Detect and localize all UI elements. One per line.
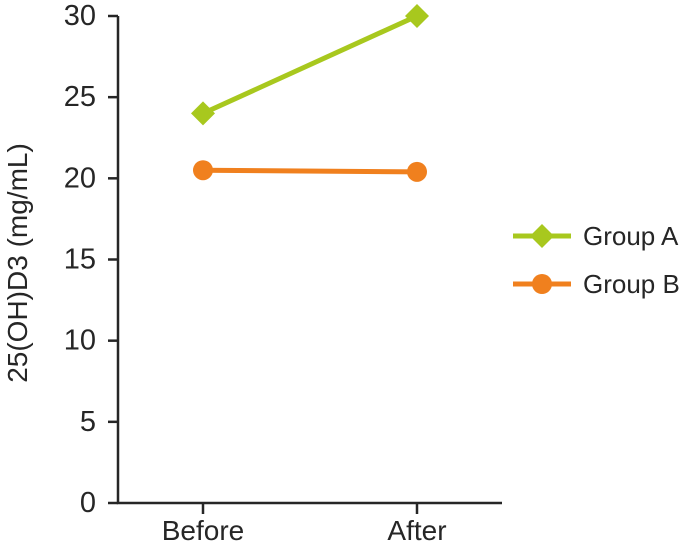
y-tick-label: 10 xyxy=(64,325,96,357)
legend-label: Group B xyxy=(583,269,680,299)
legend: Group A Group B xyxy=(513,221,680,299)
x-category-label: After xyxy=(387,515,446,546)
y-tick-label: 30 xyxy=(64,0,96,32)
legend-item-group-a: Group A xyxy=(513,221,679,251)
series-group-a-diamond-marker xyxy=(191,101,215,126)
legend-item-group-b: Group B xyxy=(513,269,680,299)
y-tick-label: 0 xyxy=(80,487,96,519)
legend-diamond-marker xyxy=(530,224,554,248)
y-tick-label: 5 xyxy=(80,406,96,438)
data-series xyxy=(191,4,429,182)
series-line-group-a xyxy=(201,13,419,116)
series-group-b-circle-marker xyxy=(407,161,427,182)
axes xyxy=(116,16,502,505)
x-axis-ticks: Before After xyxy=(162,503,447,546)
y-axis-ticks: 0 5 10 15 20 25 30 xyxy=(64,0,118,519)
x-category-label: Before xyxy=(162,515,245,546)
y-axis-title: 25(OH)D3 (mg/mL) xyxy=(2,143,33,383)
axis-line xyxy=(116,16,502,505)
y-tick-label: 25 xyxy=(64,81,96,113)
series-group-a-diamond-marker xyxy=(405,4,429,28)
series-line-group-b xyxy=(202,167,418,175)
y-tick-label: 15 xyxy=(64,244,96,276)
legend-circle-marker xyxy=(532,274,552,294)
series-group-b-circle-marker xyxy=(193,160,213,181)
legend-label: Group A xyxy=(583,221,679,251)
y-tick-label: 20 xyxy=(64,162,96,194)
